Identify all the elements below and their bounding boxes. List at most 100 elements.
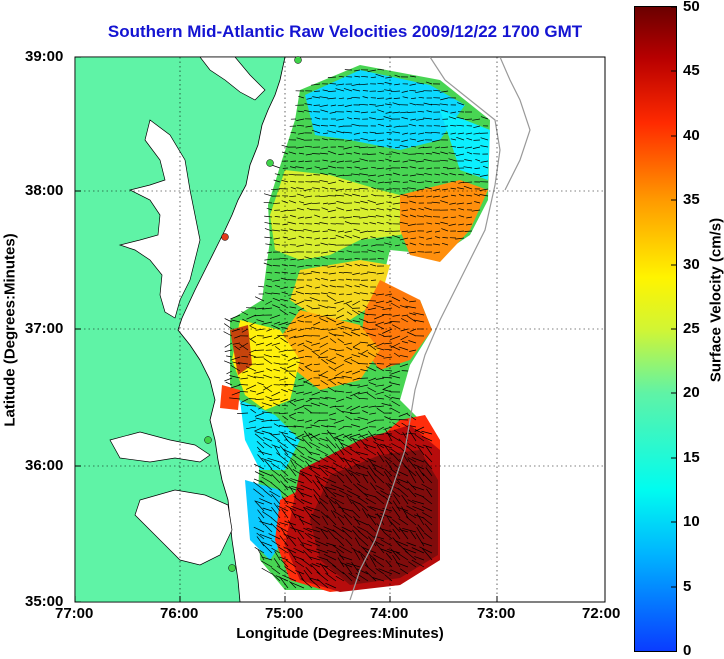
velocity-arrow	[348, 572, 361, 582]
velocity-arrow	[308, 432, 321, 442]
station-marker	[221, 233, 229, 241]
velocity-arrow	[406, 480, 417, 491]
velocity-arrow	[400, 328, 409, 332]
velocity-arrow	[368, 405, 377, 408]
velocity-arrow	[256, 319, 265, 323]
velocity-arrow	[370, 208, 377, 211]
velocity-arrow	[359, 188, 369, 190]
velocity-arrow	[261, 476, 273, 484]
velocity-arrow	[351, 472, 361, 484]
velocity-arrow	[357, 526, 369, 533]
velocity-arrow	[441, 228, 449, 232]
velocity-arrow	[433, 89, 441, 92]
velocity-arrow	[285, 559, 297, 568]
velocity-arrow	[359, 264, 369, 267]
velocity-arrow	[378, 230, 385, 232]
velocity-arrow	[254, 412, 265, 417]
velocity-arrow	[291, 505, 305, 512]
velocity-arrow	[394, 215, 401, 218]
velocity-arrow	[258, 405, 265, 410]
velocity-arrow	[253, 526, 265, 533]
velocity-arrow	[280, 527, 289, 540]
velocity-arrow	[304, 314, 313, 319]
velocity-arrow	[271, 391, 281, 397]
velocity-arrow	[375, 73, 385, 78]
velocity-arrow	[297, 488, 305, 498]
velocity-arrow	[293, 398, 305, 402]
velocity-arrow	[325, 486, 337, 491]
velocity-arrow	[370, 482, 377, 491]
velocity-arrow	[344, 356, 353, 361]
velocity-arrow	[298, 571, 305, 582]
velocity-arrow	[311, 391, 321, 396]
velocity-arrow	[390, 548, 401, 561]
velocity-arrow	[450, 194, 457, 197]
velocity-arrow	[358, 433, 369, 438]
velocity-arrow	[374, 342, 385, 348]
velocity-arrow	[389, 335, 401, 341]
velocity-arrow	[335, 314, 345, 319]
velocity-arrow	[240, 377, 249, 380]
velocity-arrow	[351, 123, 361, 127]
velocity-arrow	[410, 145, 417, 148]
velocity-arrow	[400, 335, 409, 341]
velocity-arrow	[256, 532, 265, 540]
velocity-arrow	[404, 510, 417, 519]
velocity-arrow	[346, 311, 353, 316]
velocity-arrow	[250, 408, 257, 414]
velocity-arrow	[285, 321, 297, 326]
velocity-arrow	[336, 307, 345, 313]
velocity-arrow	[311, 202, 321, 205]
velocity-arrow	[303, 527, 313, 533]
velocity-arrow	[337, 230, 345, 233]
velocity-arrow	[344, 258, 353, 260]
velocity-arrow	[345, 391, 353, 394]
velocity-arrow	[262, 374, 273, 379]
velocity-arrow	[369, 222, 377, 225]
velocity-arrow	[271, 164, 281, 169]
velocity-arrow	[328, 172, 337, 176]
velocity-arrow	[353, 152, 361, 155]
velocity-arrow	[376, 397, 385, 400]
velocity-arrow	[384, 230, 393, 232]
velocity-arrow	[248, 398, 257, 400]
velocity-arrow	[231, 319, 241, 323]
velocity-arrow	[261, 560, 273, 568]
velocity-arrow	[281, 354, 289, 358]
velocity-arrow	[377, 97, 385, 99]
velocity-arrow	[295, 229, 305, 232]
velocity-arrow	[329, 124, 337, 127]
velocity-arrow	[319, 342, 329, 348]
velocity-arrow	[297, 265, 305, 268]
velocity-arrow	[318, 464, 329, 470]
colorbar-tick: 10	[683, 513, 700, 530]
velocity-arrow	[415, 90, 425, 94]
velocity-arrow	[303, 404, 313, 407]
velocity-arrow	[369, 117, 377, 120]
velocity-arrow	[346, 209, 353, 212]
velocity-arrow	[440, 221, 449, 225]
velocity-arrow	[377, 82, 385, 85]
velocity-arrow	[373, 464, 385, 470]
velocity-arrow	[334, 377, 345, 379]
velocity-arrow	[390, 569, 401, 575]
velocity-arrow	[385, 482, 393, 491]
velocity-arrow	[263, 354, 273, 358]
velocity-arrow	[345, 370, 353, 374]
velocity-arrow	[313, 265, 321, 267]
shelf-contour-2	[499, 57, 531, 191]
velocity-arrow	[424, 454, 433, 463]
velocity-arrow	[401, 242, 409, 246]
velocity-arrow	[301, 472, 313, 484]
velocity-arrow	[271, 547, 281, 554]
velocity-arrow	[371, 193, 377, 197]
velocity-arrow	[273, 321, 281, 325]
velocity-arrow	[263, 262, 273, 267]
velocity-arrow	[390, 407, 401, 414]
velocity-arrow	[266, 251, 273, 254]
velocity-arrow	[299, 470, 313, 477]
velocity-arrow	[418, 236, 425, 239]
velocity-arrow	[385, 559, 393, 568]
velocity-arrow	[383, 116, 393, 120]
velocity-arrow	[333, 510, 345, 519]
